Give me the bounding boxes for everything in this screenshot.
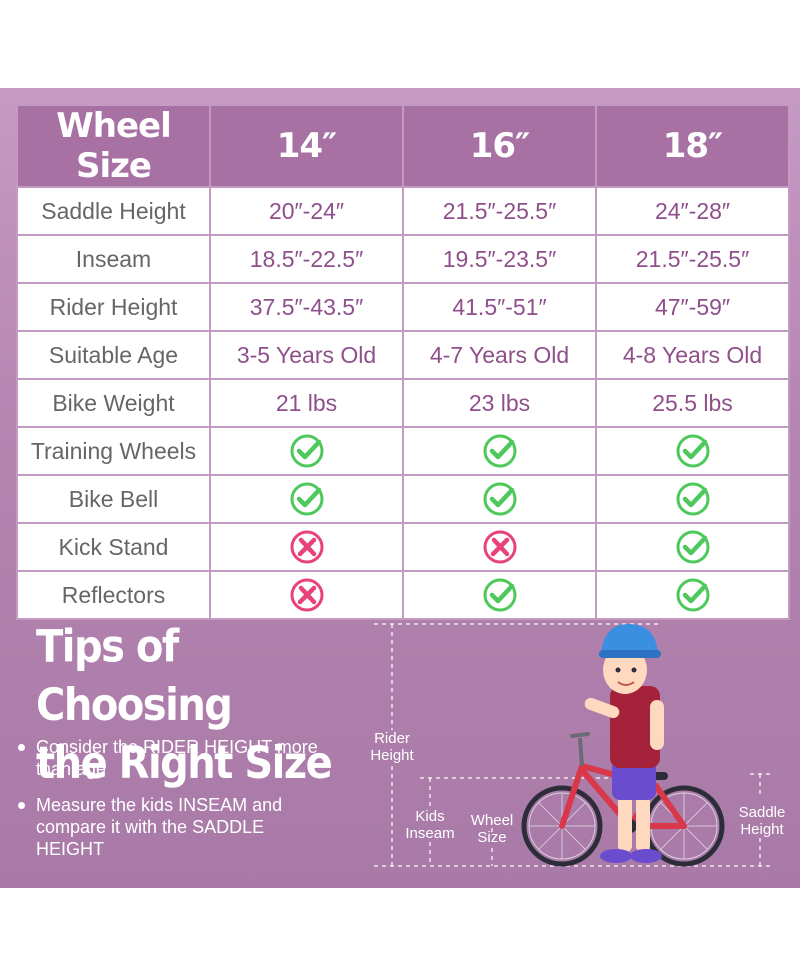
check-icon [289,433,325,469]
check-icon [675,577,711,613]
table-row: Saddle Height 20″-24″ 21.5″-25.5″ 24″-28″ [16,186,790,236]
measure-guides [374,623,770,867]
table-row: Bike Bell [16,474,790,524]
tip-item: Consider the RIDER HEIGHT more than age [16,736,336,780]
saddle-height-label: Saddle Height [738,804,786,838]
table-cell: 19.5″-23.5″ [402,234,597,284]
check-icon [675,481,711,517]
row-label: Bike Bell [16,474,211,524]
table-cell: 24″-28″ [595,186,790,236]
check-icon [675,433,711,469]
table-cell [595,426,790,476]
table-row: Rider Height 37.5″-43.5″ 41.5″-51″ 47″-59″ [16,282,790,332]
tips-title: Tips of Choosing the Right Size [36,618,336,793]
table-cell [209,522,404,572]
table-row: Inseam 18.5″-22.5″ 19.5″-23.5″ 21.5″-25.5″ [16,234,790,284]
table-cell [595,522,790,572]
row-label: Inseam [16,234,211,284]
table-cell: 21.5″-25.5″ [595,234,790,284]
cross-icon [289,529,325,565]
table-cell: 3-5 Years Old [209,330,404,380]
table-cell [402,474,597,524]
table-cell [209,474,404,524]
row-label: Reflectors [16,570,211,620]
row-label: Bike Weight [16,378,211,428]
tip-item: Measure the kids INSEAM and compare it w… [16,794,336,860]
table-row: Bike Weight 21 lbs 23 lbs 25.5 lbs [16,378,790,428]
table-cell [402,570,597,620]
check-icon [675,529,711,565]
kid-on-bike-illustration [374,623,770,867]
table-row: Kick Stand [16,522,790,572]
size-chart-table: Wheel Size 14″ 16″ 18″ Saddle Height 20″-… [16,104,790,620]
table-row: Reflectors [16,570,790,620]
row-label: Saddle Height [16,186,211,236]
tips-title-line-1: Tips of Choosing [36,621,233,732]
rider-height-label: Rider Height [370,730,414,764]
table-cell: 47″-59″ [595,282,790,332]
check-icon [482,433,518,469]
table-cell: 37.5″-43.5″ [209,282,404,332]
table-cell: 21 lbs [209,378,404,428]
table-cell: 23 lbs [402,378,597,428]
check-icon [289,481,325,517]
table-row: Suitable Age 3-5 Years Old 4-7 Years Old 4-… [16,330,790,380]
check-icon [482,481,518,517]
table-cell [209,570,404,620]
table-cell [209,426,404,476]
kid [584,624,664,863]
table-cell: 18.5″-22.5″ [209,234,404,284]
table-cell: 4-8 Years Old [595,330,790,380]
wheel-size-label: Wheel Size [470,812,514,846]
size-illustration: Rider Height Kids Inseam Wheel Size Sadd… [360,610,800,880]
tips-title-line-2: the Right Size [36,737,333,790]
row-label: Rider Height [16,282,211,332]
header-14: 14″ [209,104,404,188]
table-cell: 25.5 lbs [595,378,790,428]
kids-inseam-label: Kids Inseam [405,808,455,842]
table-header-row: Wheel Size 14″ 16″ 18″ [16,104,790,188]
table-cell [402,522,597,572]
header-wheel-size: Wheel Size [16,104,211,188]
table-cell [595,570,790,620]
check-icon [482,577,518,613]
row-label: Suitable Age [16,330,211,380]
table-cell: 20″-24″ [209,186,404,236]
header-16: 16″ [402,104,597,188]
table-cell: 4-7 Years Old [402,330,597,380]
header-18: 18″ [595,104,790,188]
row-label: Training Wheels [16,426,211,476]
row-label: Kick Stand [16,522,211,572]
table-cell: 21.5″-25.5″ [402,186,597,236]
table-cell [402,426,597,476]
tips-list: Consider the RIDER HEIGHT more than age … [16,736,336,874]
cross-icon [289,577,325,613]
table-cell [595,474,790,524]
cross-icon [482,529,518,565]
table-cell: 41.5″-51″ [402,282,597,332]
table-row: Training Wheels [16,426,790,476]
